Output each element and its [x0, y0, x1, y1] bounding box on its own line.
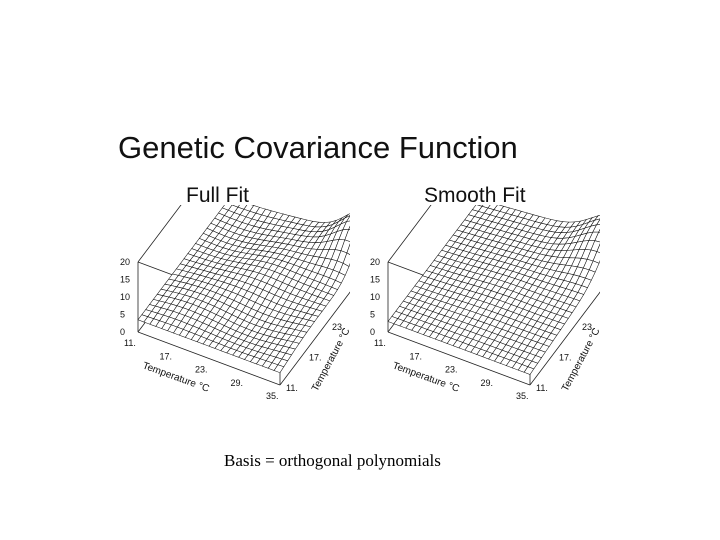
full-fit-z-tick-label: 10 — [120, 292, 130, 302]
full-fit-y-tick-label: 11. — [286, 383, 298, 393]
smooth-fit-surface-plot: 0510152011.17.23.29.35.11.17.23.29.35.Te… — [370, 205, 600, 401]
smooth-fit-y-tick-label: 17. — [559, 353, 572, 363]
smooth-fit-z-tick-label: 20 — [370, 257, 380, 267]
full-fit-y-tick-label: 23. — [332, 322, 345, 332]
full-fit-title: Full Fit — [186, 184, 249, 207]
smooth-fit-title: Smooth Fit — [424, 184, 526, 207]
smooth-fit-y-tick-label: 11. — [536, 383, 548, 393]
smooth-fit-z-tick-label: 0 — [370, 327, 375, 337]
smooth-fit-x-tick-label: 29. — [481, 378, 494, 388]
slide-title: Genetic Covariance Function — [118, 130, 518, 165]
full-fit-x-tick-label: 35. — [266, 391, 279, 401]
smooth-fit-y-tick-label: 23. — [582, 322, 595, 332]
smooth-fit-x-tick-label: 35. — [516, 391, 529, 401]
full-fit-z-tick-label: 15 — [120, 275, 130, 285]
full-fit-z-tick-label: 5 — [120, 310, 125, 320]
smooth-fit-surface-mesh — [387, 205, 600, 375]
smooth-fit-z-tick-label: 15 — [370, 275, 380, 285]
smooth-fit-z-tick-label: 10 — [370, 292, 380, 302]
smooth-fit-z-tick-label: 5 — [370, 310, 375, 320]
full-fit-x-tick-label: 29. — [231, 378, 244, 388]
smooth-fit-x-tick-label: 23. — [445, 365, 458, 375]
full-fit-y-tick-label: 17. — [309, 353, 322, 363]
full-fit-z-tick-label: 0 — [120, 327, 125, 337]
smooth-fit-x-tick-label: 11. — [374, 338, 386, 348]
full-fit-surface-plot: 0510152011.17.23.29.35.11.17.23.29.35.Te… — [120, 205, 350, 401]
full-fit-z-tick-label: 20 — [120, 257, 130, 267]
full-fit-surface-mesh — [137, 205, 350, 374]
caption: Basis = orthogonal polynomials — [224, 451, 441, 470]
full-fit-x-tick-label: 11. — [124, 338, 136, 348]
full-fit-x-tick-label: 17. — [160, 351, 173, 361]
full-fit-x-tick-label: 23. — [195, 365, 208, 375]
smooth-fit-x-tick-label: 17. — [410, 351, 423, 361]
